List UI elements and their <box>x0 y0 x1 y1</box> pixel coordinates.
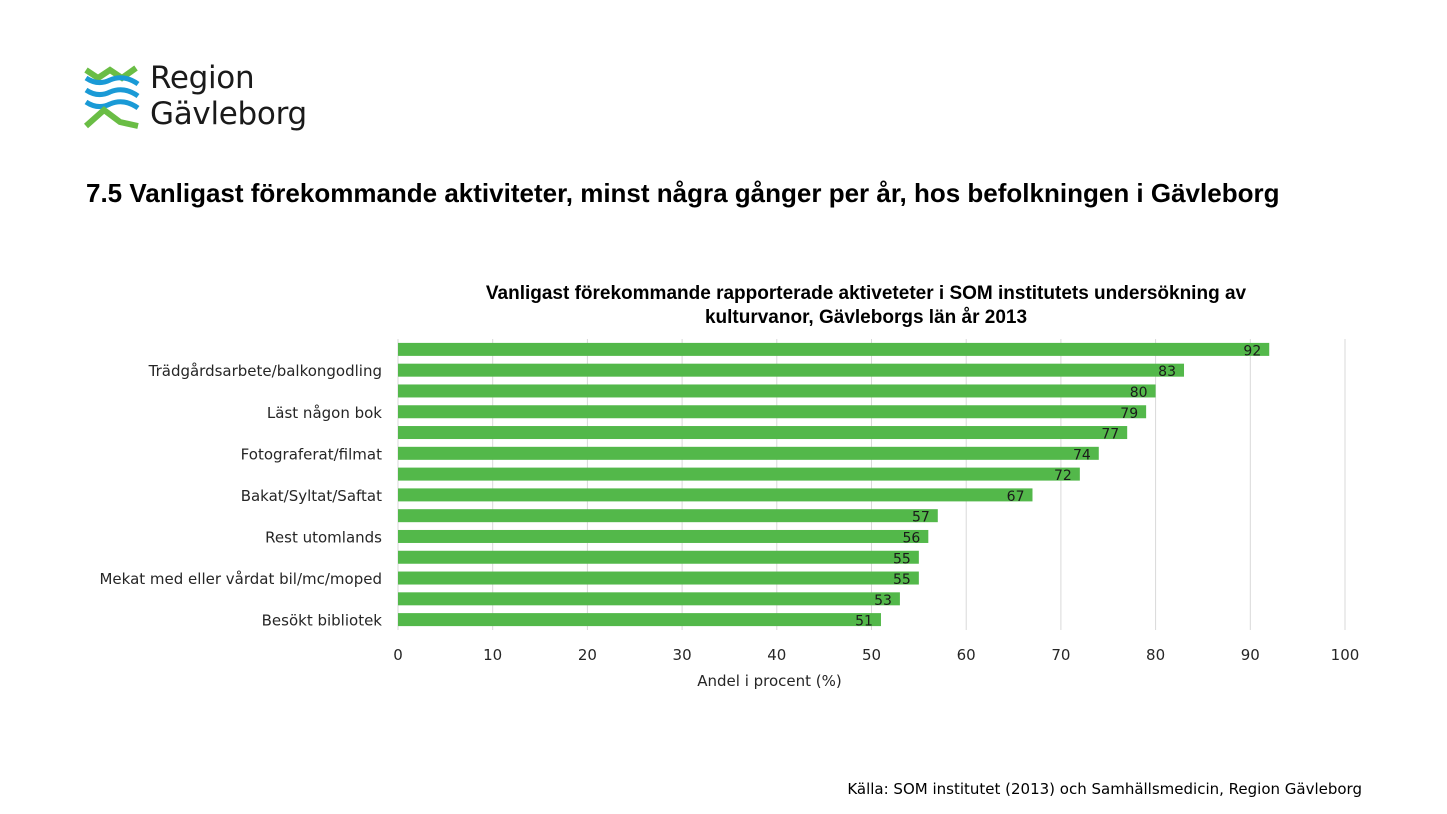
data-label: 57 <box>912 510 930 526</box>
x-tick-label: 60 <box>957 646 976 664</box>
bar <box>398 529 929 543</box>
logo-text: Region Gävleborg <box>150 60 307 132</box>
data-label: 51 <box>855 614 873 630</box>
bar <box>398 426 1128 440</box>
data-label: 56 <box>902 530 920 546</box>
category-label: Fotograferat/filmat <box>241 445 382 463</box>
category-label: Läst någon bok <box>267 404 382 422</box>
data-label: 53 <box>874 593 892 609</box>
data-label: 67 <box>1007 489 1025 505</box>
data-label: 80 <box>1130 385 1148 401</box>
x-axis-label: Andel i procent (%) <box>697 672 842 690</box>
bar <box>398 342 1270 356</box>
data-label: 72 <box>1054 468 1072 484</box>
logo-wave-icon <box>84 65 140 129</box>
bar <box>398 467 1080 481</box>
x-tick-label: 40 <box>767 646 786 664</box>
x-tick-label: 70 <box>1051 646 1070 664</box>
data-label: 55 <box>893 572 911 588</box>
data-label: 92 <box>1243 343 1261 359</box>
region-gavleborg-logo: Region Gävleborg <box>84 60 334 140</box>
bar <box>398 571 919 585</box>
data-label: 74 <box>1073 447 1091 463</box>
bar <box>398 592 900 606</box>
category-label: Besökt bibliotek <box>262 612 383 630</box>
x-tick-label: 90 <box>1241 646 1260 664</box>
data-label: 79 <box>1120 406 1138 422</box>
chart-title: Vanligast förekommande rapporterade akti… <box>485 283 1247 328</box>
page-title: 7.5 Vanligast förekommande aktiviteter, … <box>86 178 1280 208</box>
data-label: 83 <box>1158 364 1176 380</box>
bar <box>398 384 1156 398</box>
bar <box>398 613 881 627</box>
x-tick-label: 80 <box>1146 646 1165 664</box>
bar <box>398 550 919 564</box>
category-label: Rest utomlands <box>265 528 382 546</box>
source-note: Källa: SOM institutet (2013) och Samhäll… <box>847 780 1362 798</box>
data-label: 55 <box>893 551 911 567</box>
data-label: 77 <box>1101 427 1119 443</box>
bar <box>398 405 1147 419</box>
x-tick-label: 30 <box>673 646 692 664</box>
x-tick-label: 0 <box>393 646 403 664</box>
bar <box>398 509 938 523</box>
category-label: Bakat/Syltat/Saftat <box>241 487 382 505</box>
category-label: Mekat med eller vårdat bil/mc/moped <box>99 570 382 588</box>
bar <box>398 488 1033 502</box>
x-tick-label: 10 <box>483 646 502 664</box>
bar <box>398 446 1099 460</box>
bar <box>398 363 1185 377</box>
x-tick-label: 100 <box>1331 646 1360 664</box>
x-tick-label: 50 <box>862 646 881 664</box>
x-tick-label: 20 <box>578 646 597 664</box>
category-label: Trädgårdsarbete/balkongodling <box>148 362 382 380</box>
